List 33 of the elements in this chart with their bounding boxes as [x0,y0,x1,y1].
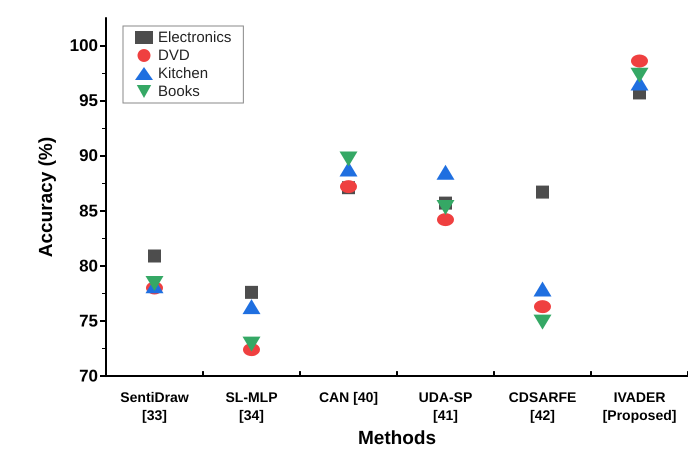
x-tick-label: SentiDraw [33] [120,389,189,424]
x-tick-label: CDSARFE [42] [508,389,576,424]
point [534,314,552,330]
x-tick-label: SL-MLP [34] [225,389,278,424]
point [242,299,260,314]
x-tick-label: UDA-SP [41] [418,389,472,424]
x-axis-title: Methods [358,428,436,449]
point [534,300,551,314]
point [242,336,260,352]
legend-label: Electronics [158,29,232,46]
point [534,282,552,297]
y-tick-label: 90 [79,146,98,166]
point [631,54,648,68]
y-tick-label: 80 [79,256,98,276]
point [436,164,454,180]
point [245,286,258,299]
legend-label: DVD [158,47,190,64]
x-tick-label: IVADER [Proposed] [602,389,676,424]
point [437,213,454,226]
y-tick-label: 70 [79,366,98,386]
point [436,200,454,216]
point [340,152,358,167]
x-tick-label: CAN [40] [318,389,378,406]
legend-label: Kitchen [158,65,208,82]
y-axis-title: Accuracy (%) [36,136,57,258]
legend-label: Books [158,83,200,100]
point [148,250,161,262]
y-tick-label: 95 [79,91,98,110]
y-tick-label: 85 [79,201,98,220]
point [536,186,549,199]
y-tick-label: 100 [70,36,98,56]
y-tick-label: 75 [79,312,98,331]
point [630,68,648,83]
